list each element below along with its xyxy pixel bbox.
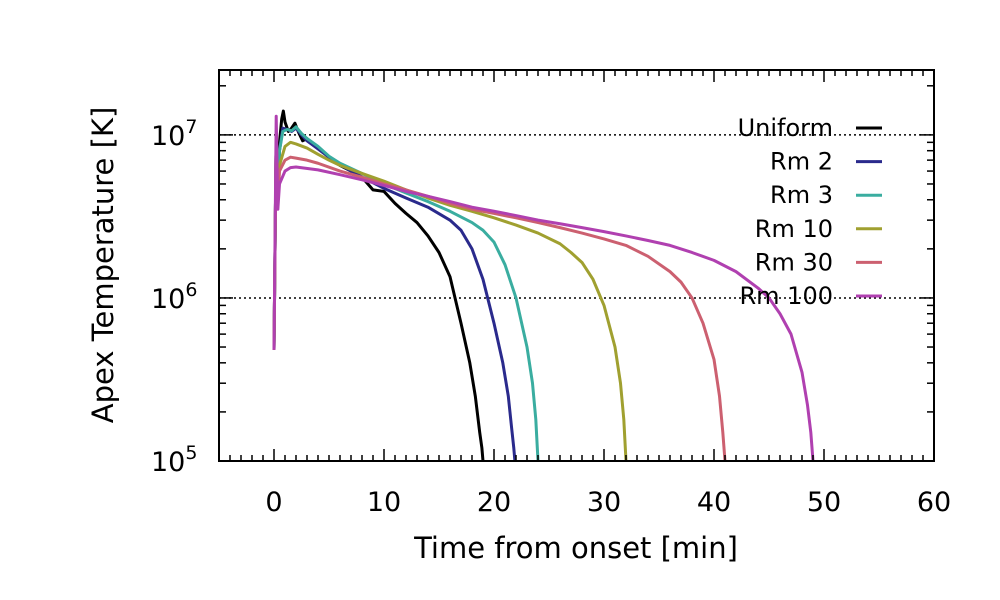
legend: Uniform Rm 2 Rm 3 Rm 10 Rm 30 Rm 100	[738, 114, 882, 310]
x-tick-label: 50	[807, 487, 841, 518]
series-line-rm-3	[272, 125, 540, 462]
legend-label: Rm 100	[740, 282, 834, 310]
legend-label: Rm 3	[770, 181, 833, 209]
x-tick-label: 20	[477, 487, 511, 518]
y-tick-base: 10	[151, 121, 185, 152]
y-tick-label: 107	[151, 116, 197, 152]
x-tick-label: 10	[367, 487, 401, 518]
y-tick-exponent: 5	[185, 442, 197, 464]
series-line-rm-30	[272, 133, 727, 462]
legend-label: Rm 2	[770, 148, 833, 176]
x-tick-label: 0	[265, 487, 282, 518]
reference-lines	[219, 134, 934, 299]
y-axis-label: Apex Temperature [K]	[86, 107, 120, 424]
x-tick-label: 40	[697, 487, 731, 518]
x-tick-label: 60	[917, 487, 951, 518]
plot-frame	[218, 69, 935, 462]
legend-label: Rm 30	[755, 248, 833, 276]
y-tick-base: 10	[151, 284, 185, 315]
y-tick-exponent: 6	[185, 279, 197, 301]
series-lines	[272, 109, 815, 462]
series-line-rm-10	[272, 133, 628, 462]
legend-label: Rm 10	[755, 215, 833, 243]
y-tick-label: 106	[151, 279, 197, 315]
axis-ticks	[218, 70, 935, 462]
x-axis-label: Time from onset [min]	[413, 531, 738, 565]
y-tick-base: 10	[151, 447, 185, 478]
series-line-rm-2	[272, 126, 517, 462]
legend-label: Uniform	[738, 114, 833, 142]
x-tick-label: 30	[587, 487, 621, 518]
series-line-uniform	[272, 109, 485, 462]
series-line-rm-100	[272, 114, 815, 462]
y-tick-exponent: 7	[185, 116, 197, 138]
y-tick-label: 105	[151, 442, 197, 478]
